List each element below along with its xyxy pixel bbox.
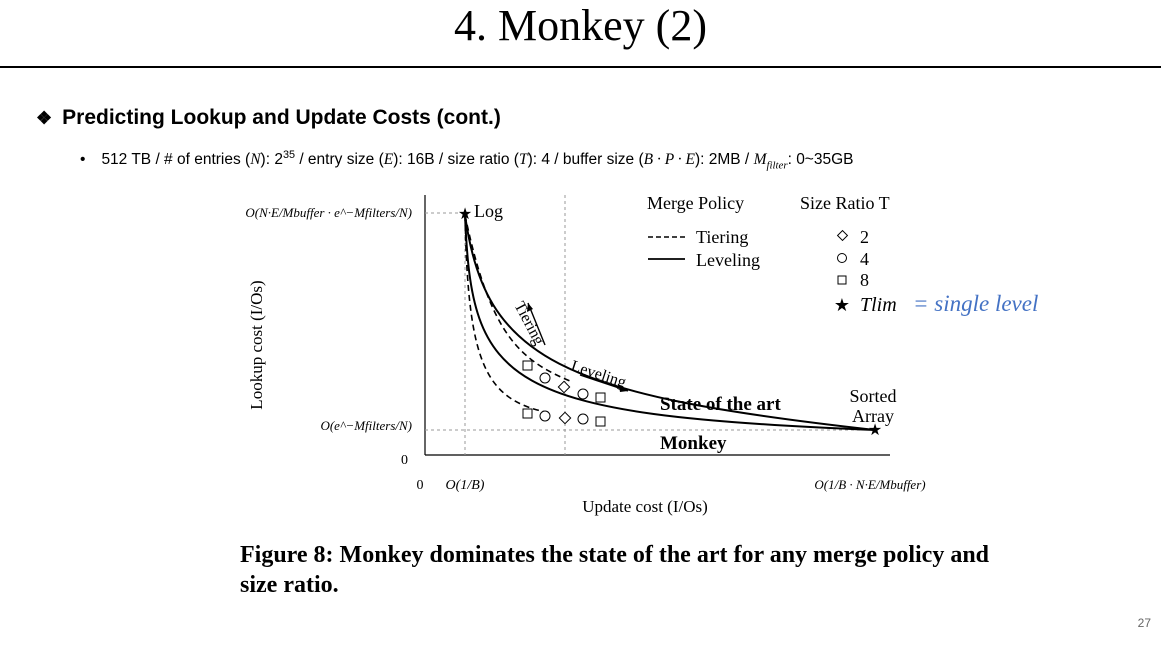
legend-size-4: 4 [860, 249, 869, 269]
legend-size-title: Size Ratio T [800, 193, 890, 213]
figure-caption: Figure 8: Monkey dominates the state of … [240, 542, 990, 598]
legend-single-level-note: = single level [913, 291, 1038, 316]
legend-merge-title: Merge Policy [647, 193, 744, 213]
legend-circle-icon [837, 253, 847, 263]
legend-leveling: Leveling [696, 250, 760, 270]
marker-square [522, 360, 533, 371]
x-tick-end: O(1/B · N·E/Mbuffer) [814, 477, 925, 492]
legend-tiering: Tiering [696, 227, 748, 247]
marker-circle [539, 372, 551, 384]
param-text-1: 512 TB / # of entries ( [101, 151, 251, 169]
x-tick-zero: 0 [417, 478, 424, 493]
param-text-7: : 0~35GB [787, 151, 854, 169]
arrow-leveling-head-icon [619, 386, 628, 392]
y-tick-top: O(N·E/Mbuffer · e^−Mfilters/N) [245, 205, 412, 220]
x-tick-1b: O(1/B) [446, 478, 485, 493]
param-text-2: ): 2 [260, 151, 283, 169]
param-text-4: ): 16B / size ratio ( [393, 151, 519, 169]
marker-circle [539, 410, 551, 422]
param-bpe: B · P · E [643, 151, 695, 169]
marker-square [522, 408, 533, 419]
x-axis-label: Update cost (I/Os) [582, 497, 708, 516]
arrow-tiering-head-icon [527, 303, 533, 312]
marker-circle [577, 413, 589, 425]
sorted-label-2: Array [852, 406, 894, 426]
section-heading: ❖ Predicting Lookup and Update Costs (con… [36, 106, 501, 130]
legend-size-8: 8 [860, 270, 869, 290]
curve-monkey-tiering [464, 214, 551, 414]
param-m: M [753, 151, 767, 169]
tiering-arrow-label: Tiering [510, 299, 547, 348]
bullet-dot-icon: • [80, 151, 86, 169]
legend-square-icon [837, 275, 847, 285]
param-m-sub: filter [766, 159, 788, 172]
marker-diamond [558, 411, 572, 425]
title-divider [0, 66, 1161, 68]
page-number: 27 [1137, 616, 1151, 630]
marker-diamond [557, 380, 571, 394]
param-text-3: / entry size ( [295, 151, 384, 169]
parameter-bullet: • 512 TB / # of entries (N): 235 / entry … [80, 149, 854, 171]
curve-state-of-art-tiering [464, 214, 571, 382]
legend-size-lim: Tlim [860, 294, 897, 316]
y-axis-label: Lookup cost (I/Os) [247, 280, 266, 409]
curve-state-of-art-leveling [464, 214, 876, 431]
state-of-art-label: State of the art [660, 394, 781, 415]
leveling-arrow-label: Leveling [569, 358, 628, 392]
cost-chart-svg: ★ ★ Lookup cost (I/Os) Update cost (I/Os… [245, 193, 1038, 516]
star-sorted-icon: ★ [868, 422, 882, 439]
param-text-6: ): 2MB / [694, 151, 754, 169]
param-e: E [383, 151, 394, 169]
marker-circle [577, 388, 589, 400]
marker-square [595, 392, 606, 403]
param-exponent: 35 [282, 149, 296, 161]
marker-square [595, 416, 606, 427]
y-tick-zero: 0 [401, 453, 408, 468]
star-log-icon: ★ [458, 206, 472, 223]
y-tick-mid: O(e^−Mfilters/N) [320, 418, 412, 433]
log-label: Log [474, 201, 503, 221]
legend-star-icon: ★ [834, 295, 850, 315]
curve-monkey-leveling [464, 214, 876, 431]
figure-cost-curves: ★ ★ Lookup cost (I/Os) Update cost (I/Os… [240, 185, 1070, 530]
legend-size-2: 2 [860, 227, 869, 247]
param-t: T [518, 151, 528, 169]
param-text-5: ): 4 / buffer size ( [527, 151, 644, 169]
sorted-label-1: Sorted [850, 386, 897, 406]
section-heading-text: Predicting Lookup and Update Costs (cont… [62, 106, 501, 129]
param-n: N [250, 151, 261, 169]
monkey-label: Monkey [660, 433, 727, 454]
slide-title: 4. Monkey (2) [454, 1, 707, 50]
legend-diamond-icon [836, 229, 849, 242]
diamond-bullet-icon: ❖ [36, 108, 53, 128]
